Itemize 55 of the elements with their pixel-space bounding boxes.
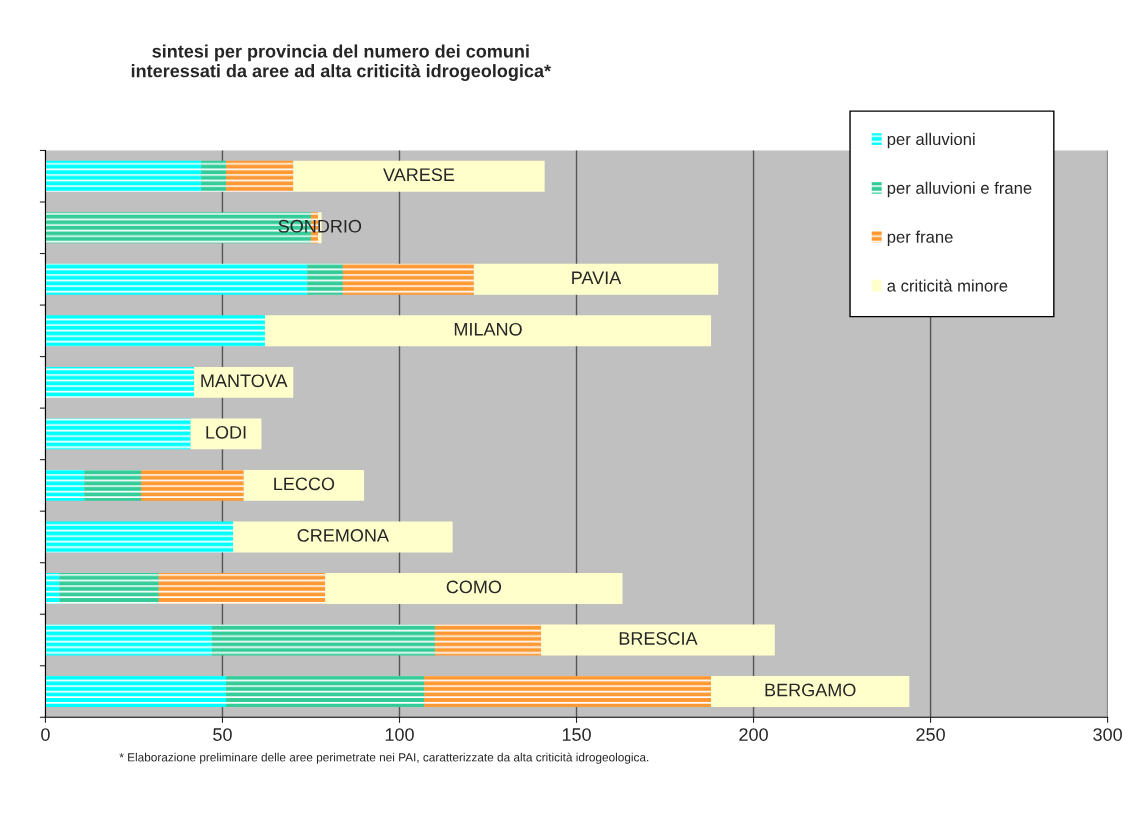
- bar: [141, 469, 244, 501]
- y-tick-label: CREMONA: [297, 529, 389, 542]
- x-tick-label: 100: [385, 728, 414, 741]
- x-tick-label: 300: [1093, 728, 1122, 741]
- bar: [233, 521, 453, 553]
- x-tick-label: 150: [562, 728, 591, 741]
- bar: [293, 160, 545, 192]
- y-tick-label: MILANO: [454, 322, 522, 336]
- x-tick-label: 250: [916, 728, 945, 741]
- x-tick-label: 0: [41, 728, 50, 741]
- bar: [45, 573, 60, 604]
- bar: [45, 315, 265, 347]
- bar: [325, 573, 623, 604]
- y-tick-label: MANTOVA: [201, 374, 288, 388]
- bar: [264, 315, 712, 347]
- bar: [226, 160, 294, 192]
- y-tick-label: SONDRIO: [278, 219, 362, 233]
- bar: [158, 573, 326, 604]
- bar: [473, 263, 719, 295]
- legend-label: per alluvioni: [887, 132, 975, 149]
- y-tick-label: VARESE: [383, 168, 455, 182]
- text: * Elaborazione preliminare delle aree perimetrate nei PAI, caratterizzate da alta criticità idrogeologica.: [119, 752, 649, 764]
- bar: [201, 160, 227, 192]
- y-tick-label: COMO: [446, 580, 502, 594]
- x-tick-label: 200: [739, 728, 768, 741]
- bar: [45, 366, 195, 398]
- bar: [45, 469, 85, 501]
- bar: [59, 573, 159, 604]
- legend-label: a criticità minore: [887, 279, 1008, 292]
- bar: [45, 160, 202, 192]
- bar: [424, 676, 712, 707]
- chart-title: sintesi per provincia del numero dei comuni interessati da aree ad alta criticità idrogeologica*: [131, 44, 552, 81]
- bar: [307, 263, 343, 295]
- bar: [434, 624, 542, 656]
- bar: [190, 418, 262, 450]
- bar: [541, 624, 775, 656]
- bar: [45, 263, 308, 295]
- legend-label: per frane: [887, 230, 953, 247]
- legend-label: per alluvioni e frane: [887, 181, 1032, 198]
- y-tick-label: LODI: [206, 425, 246, 439]
- bar: [45, 624, 212, 656]
- y-tick-label: LECCO: [274, 477, 335, 491]
- y-tick-label: PAVIA: [572, 271, 622, 284]
- bar: [342, 263, 474, 295]
- y-tick-label: BRESCIA: [619, 632, 698, 645]
- y-tick-label: BERGAMO: [765, 683, 856, 697]
- x-tick-label: 50: [213, 728, 232, 741]
- bar: [45, 676, 227, 707]
- bar: [84, 469, 142, 501]
- bar: [211, 624, 435, 656]
- bar: [45, 521, 234, 553]
- bar: [226, 676, 425, 707]
- bar: [45, 418, 191, 450]
- bar: [711, 676, 910, 707]
- bar: [243, 469, 365, 501]
